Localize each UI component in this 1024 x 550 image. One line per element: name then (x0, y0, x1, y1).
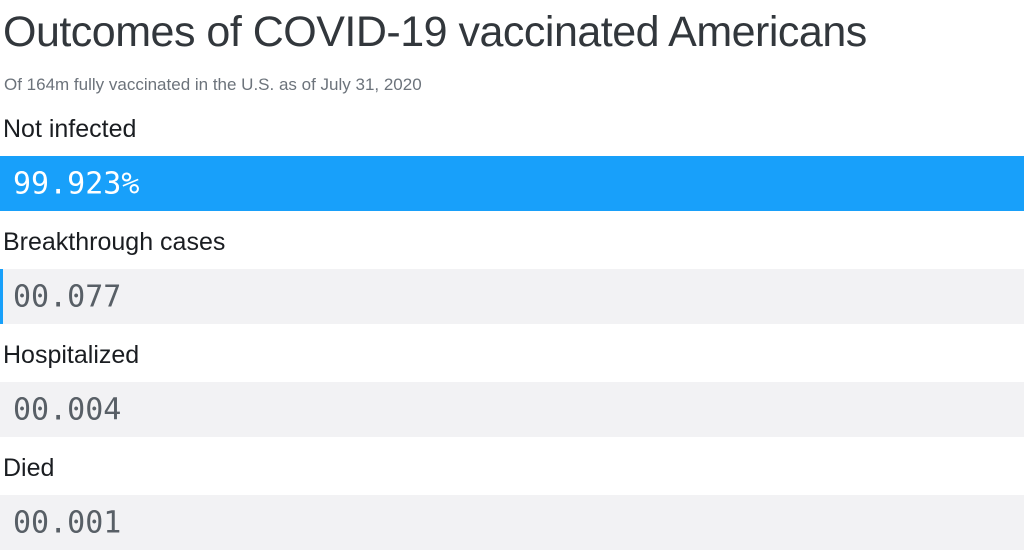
bar-fill (0, 269, 3, 324)
chart-subtitle: Of 164m fully vaccinated in the U.S. as … (4, 75, 422, 94)
bar-row: Hospitalized 00.004 (0, 340, 1024, 437)
bar-value: 99.923% (13, 166, 140, 201)
bar-row: Died 00.001 (0, 453, 1024, 550)
category-label: Not infected (3, 115, 137, 143)
bar-row: Not infected 99.923% (0, 114, 1024, 211)
bar-value: 00.001 (13, 505, 122, 540)
bar-fill (0, 156, 1024, 211)
bar-track: 00.001 (0, 495, 1024, 550)
bar-track: 00.077 (0, 269, 1024, 324)
bar-rows: Not infected 99.923% Breakthrough cases … (0, 114, 1024, 550)
chart-header: Outcomes of COVID-19 vaccinated American… (0, 0, 1024, 98)
bar-value: 00.077 (13, 279, 122, 314)
bar-row: Breakthrough cases 00.077 (0, 227, 1024, 324)
category-label: Died (3, 454, 55, 482)
chart-title: Outcomes of COVID-19 vaccinated American… (3, 8, 867, 56)
category-label: Hospitalized (3, 341, 140, 369)
bar-track: 00.004 (0, 382, 1024, 437)
category-label: Breakthrough cases (3, 228, 226, 256)
bar-value: 00.004 (13, 392, 122, 427)
bar-track: 99.923% (0, 156, 1024, 211)
